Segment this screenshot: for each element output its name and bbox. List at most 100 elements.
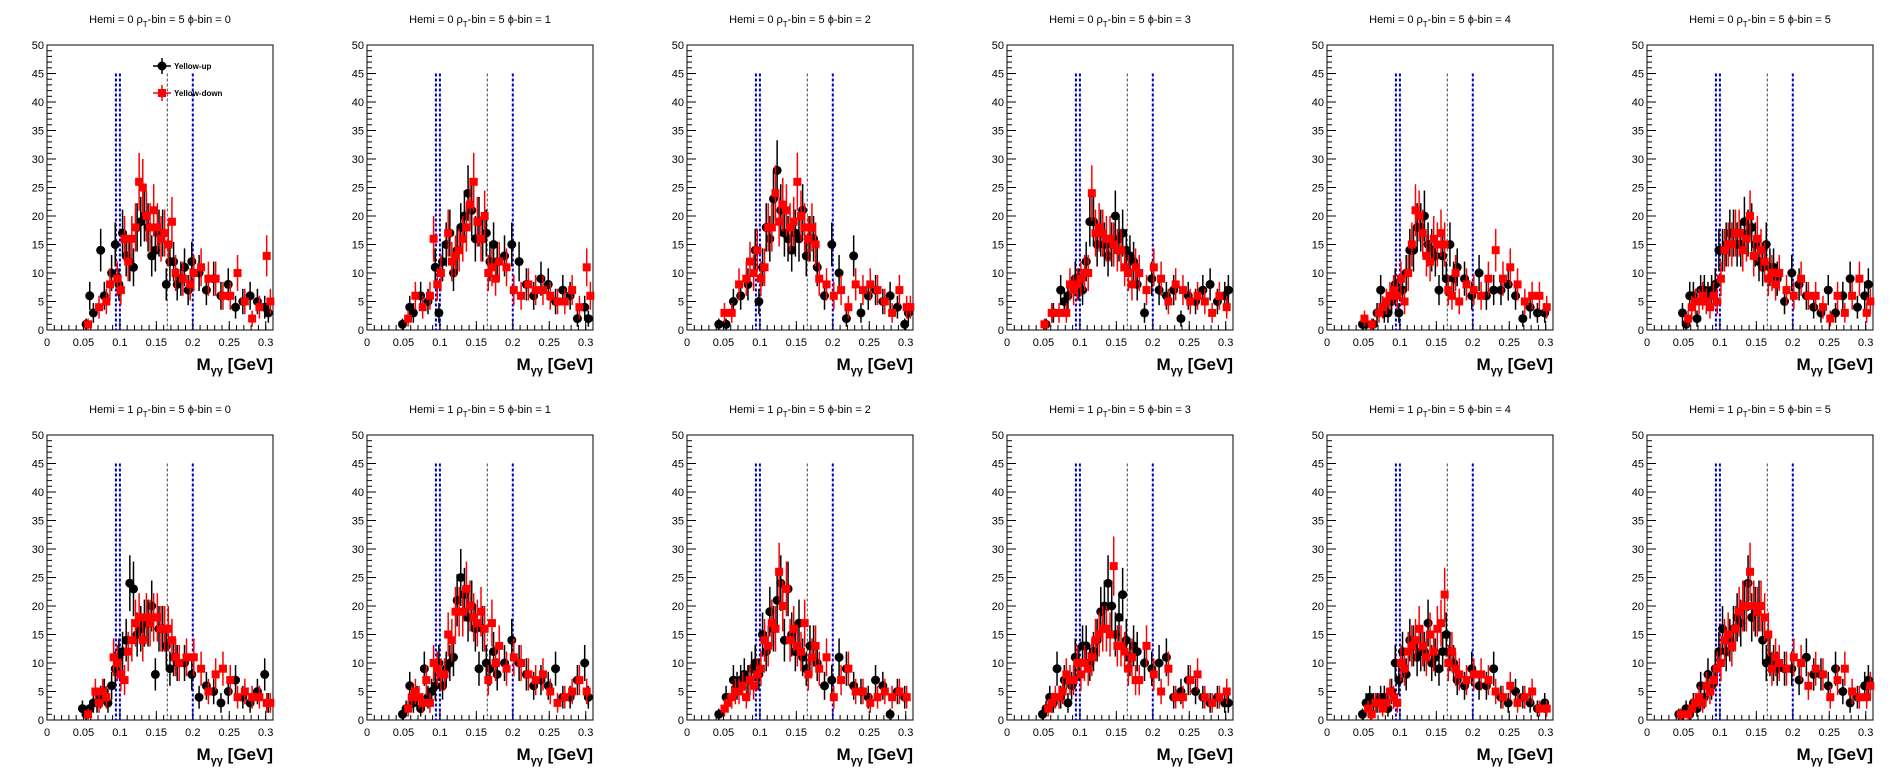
data-point-down	[745, 676, 754, 685]
y-tick-label: 45	[1632, 459, 1644, 471]
data-point-down	[218, 664, 227, 673]
data-point-down	[568, 687, 577, 696]
y-tick-label: 20	[352, 211, 364, 223]
x-axis-title-sub: γγ	[1171, 365, 1184, 377]
x-tick-label: 0.05	[393, 337, 414, 349]
data-point-down	[1469, 286, 1478, 295]
y-tick-label: 5	[998, 297, 1004, 309]
data-point-down	[1378, 704, 1387, 713]
data-point-down	[851, 280, 860, 289]
x-tick-label: 0.05	[1033, 337, 1054, 349]
data-point-up	[551, 664, 561, 674]
data-point-down	[720, 704, 729, 713]
data-point-up	[263, 308, 273, 318]
data-point-down	[477, 234, 485, 243]
data-point-down	[1716, 659, 1725, 667]
x-axis-title-sub: γγ	[531, 755, 544, 767]
data-point-down	[1840, 664, 1849, 673]
data-point-down	[1109, 562, 1118, 571]
y-tick-label: 40	[352, 97, 364, 109]
y-tick-label: 50	[352, 430, 364, 442]
x-axis-title-sub: γγ	[851, 365, 864, 377]
x-tick-label: 0	[1644, 337, 1650, 349]
data-point-down	[105, 280, 114, 289]
x-axis-title-unit: [GeV]	[543, 745, 593, 764]
data-point-up	[216, 698, 226, 708]
y-tick-label: 20	[672, 211, 684, 223]
panel-title-hemi: Hemi = 0 ρ	[409, 14, 463, 26]
x-tick-label: 0.1	[1392, 337, 1407, 349]
data-point-down	[1047, 698, 1056, 707]
data-point-up	[1154, 658, 1164, 668]
data-point-down	[1069, 286, 1078, 295]
data-point-down	[262, 251, 271, 260]
panel-title-hemi: Hemi = 0 ρ	[1689, 14, 1743, 26]
x-tick-label: 0.2	[1145, 727, 1160, 739]
data-point-up	[1438, 647, 1448, 657]
data-point-down	[153, 223, 162, 232]
x-tick-label: 0.15	[1746, 337, 1767, 349]
data-point-down	[538, 670, 547, 679]
data-point-down	[1426, 630, 1435, 639]
data-point-down	[1862, 693, 1871, 702]
panel-2: Hemi = 0 ρT-bin = 5 ϕ-bin = 2 0 5 10 15 20 25 3…	[672, 14, 915, 377]
data-point-down	[1367, 320, 1376, 329]
legend-marker-square	[158, 89, 166, 97]
y-tick-label: 10	[32, 268, 44, 280]
panel-3: Hemi = 0 ρT-bin = 5 ϕ-bin = 3 0 5 10 15 20 25 3…	[992, 14, 1234, 377]
data-point-down	[742, 693, 751, 702]
data-point-down	[1764, 630, 1773, 639]
data-point-up	[110, 240, 120, 249]
y-tick-label: 30	[672, 154, 684, 166]
x-axis-title-main: M	[1797, 355, 1811, 374]
x-tick-label: 0.3	[1538, 727, 1553, 739]
data-point-down	[1498, 693, 1507, 702]
y-tick-label: 20	[1312, 601, 1324, 613]
x-tick-label: 0.3	[578, 337, 593, 349]
data-point-down	[127, 636, 136, 645]
data-point-up	[474, 664, 484, 674]
y-tick-label: 15	[1312, 630, 1324, 642]
x-axis-title-unit: [GeV]	[1823, 355, 1873, 374]
x-axis-title-unit: [GeV]	[1503, 355, 1553, 374]
data-point-down	[1378, 303, 1387, 312]
data-point-up	[150, 669, 160, 679]
data-point-down	[1396, 274, 1405, 283]
y-tick-label: 50	[672, 430, 684, 442]
data-point-up	[583, 314, 593, 324]
data-point-down	[1073, 659, 1082, 667]
y-tick-label: 30	[1312, 154, 1324, 166]
data-point-up	[1103, 578, 1113, 588]
data-point-up	[187, 257, 197, 267]
y-tick-label: 45	[992, 459, 1004, 471]
data-point-down	[1447, 647, 1456, 656]
data-point-down	[1400, 664, 1409, 673]
data-point-down	[411, 291, 420, 300]
y-tick-label: 30	[992, 154, 1004, 166]
data-point-down	[175, 659, 184, 667]
data-point-up	[201, 285, 211, 295]
y-tick-label: 25	[992, 573, 1004, 585]
data-point-up	[187, 669, 197, 679]
data-point-up	[1845, 274, 1855, 284]
data-point-down	[807, 653, 816, 662]
panel-title-hemi: Hemi = 1 ρ	[89, 404, 143, 416]
data-point-down	[807, 223, 816, 232]
data-point-down	[491, 659, 500, 667]
data-point-up	[1114, 612, 1124, 622]
data-point-down	[197, 664, 206, 673]
y-tick-label: 35	[992, 126, 1004, 138]
panel-title: Hemi = 1 ρT-bin = 5 ϕ-bin = 3	[1049, 404, 1191, 419]
data-point-up	[223, 279, 233, 289]
data-point-down	[1055, 693, 1064, 702]
data-point-down	[1422, 251, 1431, 260]
data-point-down	[866, 280, 875, 289]
data-point-down	[738, 681, 747, 690]
x-tick-label: 0.1	[112, 337, 127, 349]
data-point-down	[1149, 670, 1158, 679]
panel-title: Hemi = 0 ρT-bin = 5 ϕ-bin = 5	[1689, 14, 1831, 29]
data-point-down	[211, 670, 220, 679]
data-point-down	[1676, 710, 1685, 719]
panel-title-sub: T	[143, 20, 148, 29]
data-point-down	[509, 286, 518, 295]
